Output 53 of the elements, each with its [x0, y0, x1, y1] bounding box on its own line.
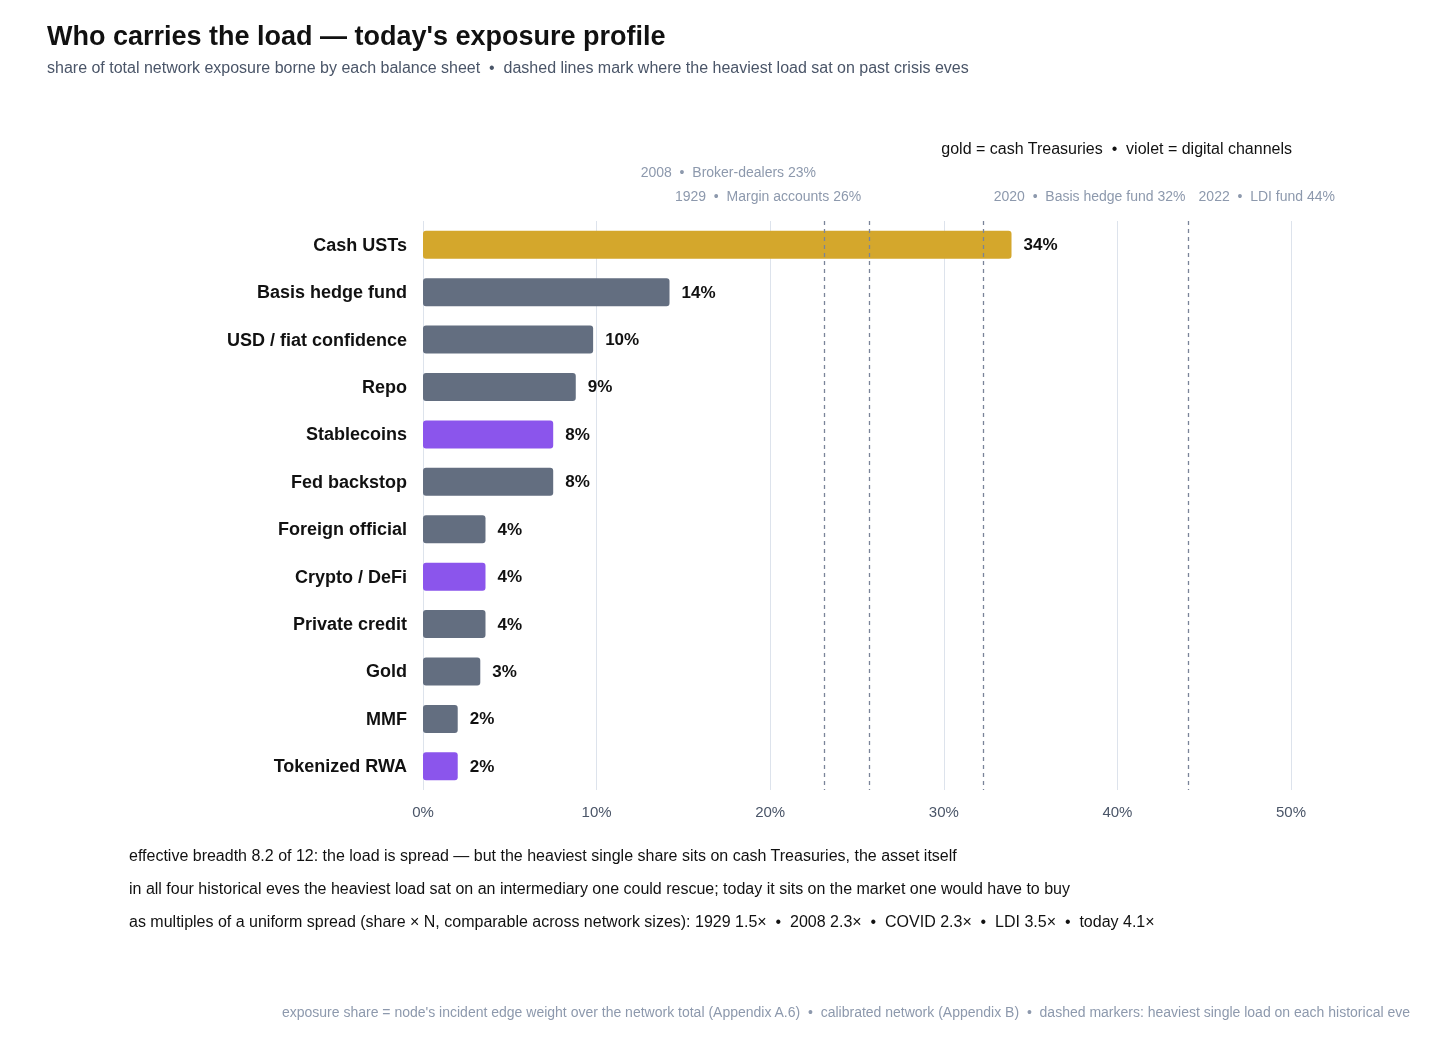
chart-title: Who carries the load — today's exposure profile	[47, 20, 666, 51]
bar	[423, 752, 458, 781]
data-label: 14%	[681, 282, 716, 302]
y-tick-label: Crypto / DeFi	[294, 566, 407, 587]
bar	[423, 420, 554, 449]
x-tick-label: 20%	[755, 803, 786, 820]
data-label: 2%	[469, 756, 495, 776]
bar	[423, 610, 486, 639]
y-tick-label: Repo	[362, 376, 407, 397]
text: in all four historical eves the heaviest load sat on an intermediary one could rescue; today it sits on the market one would have to buy	[129, 879, 1070, 897]
x-tick-label: 0%	[412, 803, 434, 820]
text: exposure share = node's incident edge weight over the network total (Appendix A.6) • calibrated network (Appendix B) • dashed markers: heaviest single load on each historical eve	[281, 1004, 1411, 1020]
data-label: 4%	[497, 519, 523, 539]
data-label: 3%	[492, 661, 517, 681]
text: gold = cash Treasuries • violet = digital channels	[941, 139, 1292, 157]
text: as multiples of a uniform spread (share × N, comparable across network sizes): 1929 1.5× • 2008 2.3× • COVID 2.3× • LDI 3.5× • today 4.1×	[129, 912, 1155, 930]
bar	[423, 230, 1012, 259]
bar	[423, 562, 486, 591]
x-tick-label: 30%	[928, 803, 959, 820]
bar	[423, 325, 594, 354]
x-tick-label: 40%	[1102, 803, 1133, 820]
bar	[423, 657, 481, 686]
ref-line-label: 2008 • Broker-dealers 23%	[640, 164, 817, 180]
y-tick-label: MMF	[366, 708, 407, 729]
x-tick-label: 10%	[581, 803, 612, 820]
y-tick-label: USD / fiat confidence	[226, 329, 407, 350]
bar	[423, 372, 576, 401]
data-label: 2%	[469, 709, 495, 729]
y-tick-label: Private credit	[292, 614, 407, 635]
data-label: 34%	[1023, 235, 1058, 255]
data-label: 8%	[565, 472, 590, 492]
y-tick-label: Gold	[366, 661, 407, 682]
y-tick-label: Foreign official	[277, 519, 407, 540]
bar	[423, 278, 670, 307]
chart-subtitle: share of total network exposure borne by each balance sheet • dashed lines mark where the heaviest load sat on past crisis eves	[47, 58, 969, 76]
bar	[423, 515, 486, 544]
y-tick-label: Fed backstop	[290, 471, 407, 492]
y-tick-label: Basis hedge fund	[256, 282, 407, 303]
ref-line-label: 2022 • LDI fund 44%	[1198, 188, 1336, 204]
y-tick-label: Tokenized RWA	[273, 756, 407, 777]
ref-line-label: 2020 • Basis hedge fund 32%	[993, 188, 1186, 204]
x-tick-label: 50%	[1275, 803, 1307, 820]
y-tick-label: Stablecoins	[305, 424, 407, 445]
ref-line-label: 1929 • Margin accounts 26%	[674, 188, 862, 204]
bar	[423, 704, 458, 733]
data-label: 4%	[497, 614, 523, 634]
data-label: 8%	[565, 424, 590, 444]
y-tick-label: Cash USTs	[313, 234, 407, 255]
bar	[423, 467, 554, 496]
data-label: 10%	[605, 330, 640, 350]
text: effective breadth 8.2 of 12: the load is spread — but the heaviest single share sits on cash Treasuries, the asset itself	[129, 846, 958, 864]
data-label: 4%	[497, 567, 523, 587]
data-label: 9%	[587, 377, 613, 397]
